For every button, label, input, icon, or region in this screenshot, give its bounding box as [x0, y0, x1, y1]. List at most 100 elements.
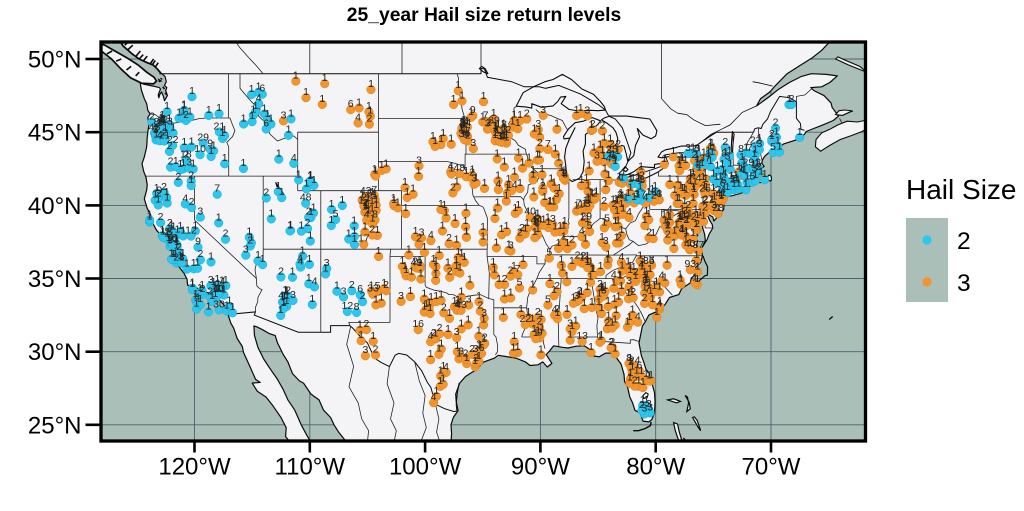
svg-text:3: 3: [540, 104, 546, 116]
svg-text:1: 1: [418, 268, 424, 280]
svg-text:1: 1: [494, 147, 500, 159]
svg-text:1: 1: [492, 207, 498, 219]
svg-text:1: 1: [403, 202, 409, 214]
svg-text:1: 1: [554, 118, 560, 130]
svg-text:1: 1: [531, 122, 537, 134]
svg-text:1: 1: [286, 124, 292, 136]
svg-text:2: 2: [441, 301, 447, 313]
svg-text:2: 2: [373, 343, 379, 355]
svg-text:1: 1: [693, 204, 699, 216]
svg-text:4: 4: [182, 192, 188, 204]
svg-text:1: 1: [222, 124, 228, 136]
svg-text:1: 1: [715, 202, 721, 214]
svg-text:6: 6: [348, 98, 354, 110]
svg-text:1: 1: [476, 290, 482, 302]
svg-text:6: 6: [259, 83, 265, 95]
svg-text:1: 1: [309, 293, 315, 305]
svg-text:1: 1: [609, 317, 615, 329]
svg-text:1: 1: [539, 163, 545, 175]
svg-text:1: 1: [378, 292, 384, 304]
svg-text:3: 3: [197, 206, 203, 218]
svg-text:1: 1: [541, 214, 547, 226]
svg-text:2: 2: [183, 149, 189, 161]
svg-text:1: 1: [410, 183, 416, 195]
svg-text:16: 16: [412, 318, 424, 330]
svg-text:1: 1: [650, 293, 656, 305]
svg-text:3: 3: [454, 326, 460, 338]
svg-text:4: 4: [579, 225, 585, 237]
svg-text:1: 1: [683, 154, 689, 166]
svg-text:2: 2: [601, 195, 607, 207]
svg-text:1: 1: [664, 254, 670, 266]
svg-text:2: 2: [360, 290, 366, 302]
svg-text:1: 1: [454, 234, 460, 246]
svg-text:1: 1: [671, 237, 677, 249]
svg-text:3: 3: [470, 137, 476, 149]
svg-text:1: 1: [421, 288, 427, 300]
svg-text:10: 10: [212, 283, 224, 295]
svg-text:84: 84: [460, 117, 472, 129]
svg-text:10: 10: [194, 143, 206, 155]
svg-text:1: 1: [181, 136, 187, 148]
svg-text:1: 1: [440, 219, 446, 231]
svg-text:70°W: 70°W: [742, 454, 801, 481]
svg-text:2: 2: [524, 108, 530, 120]
svg-text:1: 1: [190, 157, 196, 169]
svg-text:80°W: 80°W: [626, 454, 685, 481]
svg-text:30°N: 30°N: [28, 339, 82, 366]
svg-text:1: 1: [433, 385, 439, 397]
svg-text:1: 1: [538, 343, 544, 355]
svg-text:100°W: 100°W: [389, 454, 462, 481]
svg-text:1: 1: [533, 327, 539, 339]
svg-text:1: 1: [358, 329, 364, 341]
svg-text:1: 1: [448, 133, 454, 145]
svg-text:1: 1: [430, 130, 436, 142]
svg-text:1: 1: [652, 180, 658, 192]
svg-text:2: 2: [175, 171, 181, 183]
svg-text:1: 1: [705, 148, 711, 160]
svg-text:1: 1: [576, 289, 582, 301]
svg-text:1: 1: [727, 144, 733, 156]
svg-text:1: 1: [683, 234, 689, 246]
svg-text:1: 1: [506, 239, 512, 251]
svg-text:1: 1: [598, 260, 604, 272]
svg-text:2: 2: [519, 222, 525, 234]
svg-text:3: 3: [324, 257, 330, 269]
svg-text:1: 1: [290, 266, 296, 278]
svg-text:3: 3: [694, 143, 700, 155]
svg-text:29: 29: [580, 210, 592, 222]
svg-text:1: 1: [709, 194, 715, 206]
svg-text:1: 1: [293, 70, 299, 82]
svg-text:2: 2: [349, 279, 355, 291]
svg-text:1: 1: [189, 278, 195, 290]
svg-text:1: 1: [208, 145, 214, 157]
svg-text:1: 1: [662, 215, 668, 227]
svg-text:1: 1: [459, 248, 465, 260]
svg-text:2: 2: [447, 266, 453, 278]
svg-text:1: 1: [552, 221, 558, 233]
svg-text:2: 2: [437, 322, 443, 334]
svg-text:1: 1: [464, 226, 470, 238]
svg-text:1: 1: [376, 245, 382, 257]
svg-text:1: 1: [373, 194, 379, 206]
svg-text:1: 1: [463, 215, 469, 227]
svg-text:2: 2: [189, 196, 195, 208]
svg-text:1: 1: [516, 147, 522, 159]
svg-text:1: 1: [164, 186, 170, 198]
svg-text:1: 1: [381, 277, 387, 289]
svg-text:3: 3: [362, 344, 368, 356]
svg-text:1: 1: [774, 126, 780, 138]
svg-text:1: 1: [547, 272, 553, 284]
svg-text:1: 1: [762, 168, 768, 180]
svg-text:1: 1: [298, 220, 304, 232]
svg-text:5: 5: [517, 276, 523, 288]
svg-text:3: 3: [682, 205, 688, 217]
svg-text:1: 1: [459, 89, 465, 101]
svg-text:6: 6: [263, 117, 269, 129]
svg-text:1: 1: [374, 224, 380, 236]
svg-text:1: 1: [539, 322, 545, 334]
svg-text:1: 1: [184, 258, 190, 270]
svg-text:17: 17: [358, 195, 370, 207]
svg-text:18: 18: [495, 118, 507, 130]
svg-text:2: 2: [554, 303, 560, 315]
